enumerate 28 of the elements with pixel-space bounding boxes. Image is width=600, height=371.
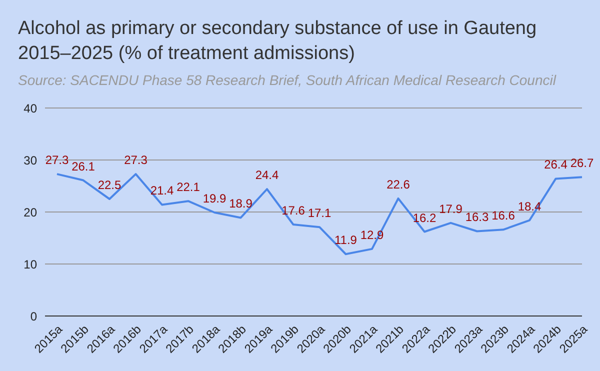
data-label: 22.1 xyxy=(176,180,200,194)
data-label: 27.3 xyxy=(124,153,148,168)
data-label: 27.3 xyxy=(45,153,69,168)
data-label: 16.3 xyxy=(465,210,489,224)
data-label: 26.7 xyxy=(570,156,594,170)
y-tick-label: 0 xyxy=(30,309,38,324)
data-label: 26.4 xyxy=(544,158,568,172)
data-label: 16.2 xyxy=(412,210,436,225)
y-tick-label: 20 xyxy=(24,205,38,220)
data-label: 22.5 xyxy=(98,178,122,192)
data-label: 16.6 xyxy=(492,208,516,223)
data-label: 12.9 xyxy=(360,228,384,242)
chart-subtitle: Source: SACENDU Phase 58 Research Brief, South African Medical Research Council xyxy=(18,72,558,88)
y-tick-label: 30 xyxy=(24,153,38,168)
chart-title: Alcohol as primary or secondary substance of use in Gauteng 2015–2025 (% of treatment admissions) xyxy=(18,17,538,66)
y-tick-label: 10 xyxy=(24,257,38,272)
data-label: 21.4 xyxy=(150,184,174,198)
data-label: 18.4 xyxy=(518,199,542,214)
data-label: 26.1 xyxy=(72,159,96,174)
data-label: 17.9 xyxy=(439,202,463,216)
y-tick-label: 40 xyxy=(24,101,38,116)
data-label: 19.9 xyxy=(202,192,226,206)
data-label: 22.6 xyxy=(386,177,410,192)
data-label: 11.9 xyxy=(334,233,358,248)
data-label: 17.1 xyxy=(308,206,332,220)
data-label: 24.4 xyxy=(255,168,279,182)
data-label: 17.6 xyxy=(282,203,306,218)
data-label: 18.9 xyxy=(229,196,253,211)
